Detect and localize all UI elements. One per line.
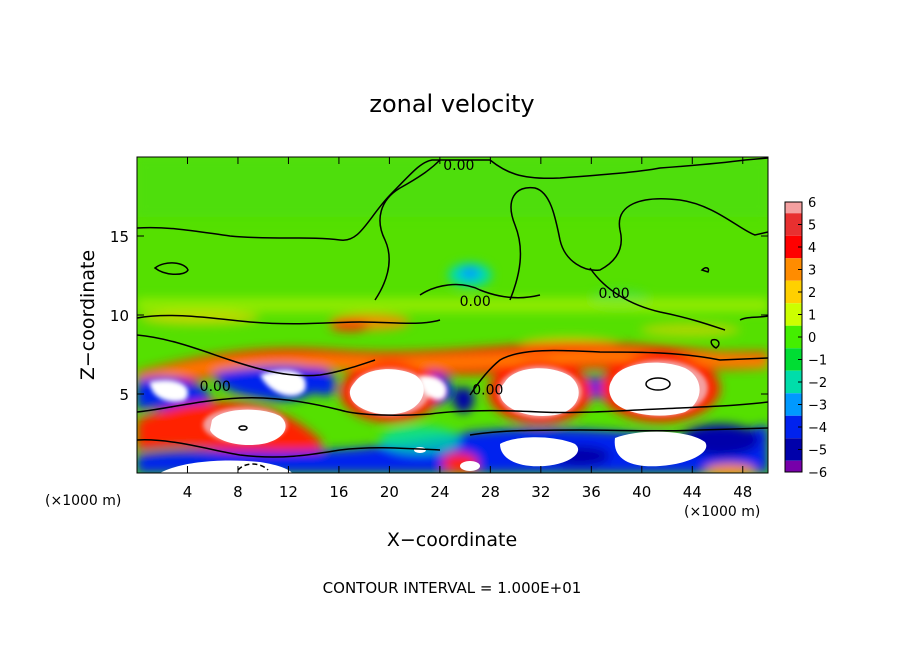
x-tick-label: 40 <box>632 483 651 501</box>
colorbar-swatch <box>785 303 802 315</box>
colorbar-label: −2 <box>808 376 827 391</box>
colorbar-swatch <box>785 235 802 247</box>
contour-interval-footer: CONTOUR INTERVAL = 1.000E+01 <box>323 579 582 597</box>
colorbar-swatch <box>785 460 802 472</box>
contour-label: 0.00 <box>200 379 231 395</box>
colorbar-label: 6 <box>808 196 816 211</box>
x-tick-label: 24 <box>430 483 449 501</box>
y-axis-ticks: 5 10 15 <box>110 228 768 404</box>
y-tick-label: 10 <box>110 307 129 325</box>
colorbar-swatch <box>785 393 802 405</box>
contour-label: 0.00 <box>443 158 474 174</box>
colorbar-swatch <box>785 292 802 304</box>
colorbar-swatch <box>785 427 802 439</box>
x-axis-label: X−coordinate <box>387 529 517 551</box>
x-tick-label: 44 <box>683 483 702 501</box>
y-tick-label: 15 <box>110 228 129 246</box>
colorbar-label: 2 <box>808 286 816 301</box>
x-tick-label: 16 <box>329 483 348 501</box>
x-tick-label: 8 <box>233 483 243 501</box>
colorbar-swatch <box>785 280 802 292</box>
contour-labels: 0.00 0.00 0.00 0.00 0.00 <box>200 158 630 398</box>
x-tick-label: 36 <box>582 483 601 501</box>
colorbar-swatch <box>785 415 802 427</box>
colorbar-label: −6 <box>808 466 827 481</box>
colorbar-swatch <box>785 269 802 281</box>
colorbar-swatch <box>785 202 802 214</box>
colorbar-swatch <box>785 348 802 360</box>
contour-label: 0.00 <box>598 286 629 302</box>
chart-title: zonal velocity <box>369 90 534 118</box>
colorbar-swatch <box>785 382 802 394</box>
colorbar-swatch <box>785 224 802 236</box>
zero-contour-lines <box>137 157 768 471</box>
colorbar-label: −4 <box>808 421 827 436</box>
colorbar-swatch <box>785 213 802 225</box>
colorbar-label: 1 <box>808 309 816 324</box>
colorbar-label: −3 <box>808 399 827 414</box>
x-unit-left: (×1000 m) <box>45 493 121 509</box>
colorbar-swatch <box>785 325 802 337</box>
colorbar-swatch <box>785 314 802 326</box>
x-tick-label: 48 <box>733 483 752 501</box>
velocity-field <box>137 157 768 473</box>
colorbar-swatch <box>785 449 802 461</box>
x-tick-label: 32 <box>531 483 550 501</box>
x-tick-label: 4 <box>183 483 193 501</box>
y-axis-label: Z−coordinate <box>77 250 99 380</box>
colorbar-swatch <box>785 404 802 416</box>
colorbar-swatch <box>785 247 802 259</box>
x-tick-label: 20 <box>380 483 399 501</box>
colorbar-label: −1 <box>808 354 827 369</box>
contour-label: 0.00 <box>460 294 491 310</box>
colorbar-swatch <box>785 359 802 371</box>
colorbar-swatch <box>785 438 802 450</box>
colorbar-swatch <box>785 337 802 349</box>
colorbar-label: 3 <box>808 264 816 279</box>
x-axis-ticks: 4 8 12 16 20 24 28 32 36 40 44 48 <box>183 157 752 501</box>
x-unit-right: (×1000 m) <box>684 504 760 520</box>
y-tick-label: 5 <box>119 386 129 404</box>
colorbar: 6 5 4 3 2 1 0 −1 −2 −3 −4 −5 −6 <box>784 196 827 481</box>
x-tick-label: 28 <box>481 483 500 501</box>
colorbar-label: −5 <box>808 444 827 459</box>
colorbar-label: 0 <box>808 331 816 346</box>
colorbar-label: 5 <box>808 219 816 234</box>
colorbar-swatch <box>785 370 802 382</box>
x-tick-label: 12 <box>279 483 298 501</box>
colorbar-swatch <box>785 258 802 270</box>
contour-label: 0.00 <box>472 382 503 398</box>
colorbar-label: 4 <box>808 241 816 256</box>
